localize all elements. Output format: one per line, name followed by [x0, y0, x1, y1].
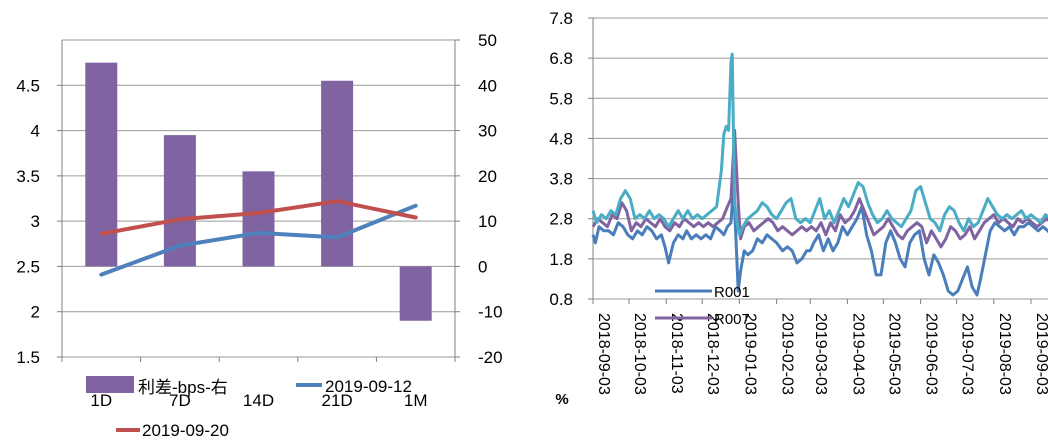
- left-y-tick-label: 4.5: [16, 76, 40, 95]
- y-axis-label: %: [555, 391, 568, 408]
- y-tick-label: 4.8: [549, 129, 573, 148]
- y-tick-label: 5.8: [549, 89, 573, 108]
- x-tick-label: 2019-08-03: [996, 313, 1013, 395]
- left-y-tick-label: 3.5: [16, 167, 40, 186]
- x-tick-label: 2018-12-03: [704, 313, 721, 395]
- legend-swatch-bar: [86, 376, 134, 393]
- left-y-tick-label: 2.5: [16, 257, 40, 276]
- right-y-tick-label: 10: [478, 212, 497, 231]
- left-y-tick-label: 2: [31, 303, 40, 322]
- y-tick-label: 0.8: [549, 290, 573, 309]
- series-line: [591, 185, 1048, 297]
- legend-label-bar: 利差-bps-右: [138, 378, 228, 397]
- x-tick-label: 2019-07-03: [959, 313, 976, 395]
- legend-label-line: R001: [714, 284, 750, 301]
- series-line: [99, 199, 418, 236]
- y-tick-label: 7.8: [549, 9, 573, 28]
- x-tick-label: 2018-11-03: [668, 313, 685, 394]
- x-tick-label: 2018-09-03: [595, 313, 612, 395]
- right-y-tick-label: 0: [478, 257, 487, 276]
- right-y-tick-label: 40: [478, 76, 497, 95]
- bar: [242, 171, 275, 267]
- x-tick-label: 7D: [169, 391, 191, 410]
- y-tick-label: 6.8: [549, 49, 573, 68]
- left-y-tick-label: 4: [31, 122, 40, 141]
- series-line: [591, 128, 1048, 249]
- x-tick-label: 2019-05-03: [885, 313, 902, 395]
- x-tick-label: 2019-06-03: [923, 313, 940, 395]
- y-tick-label: 1.8: [549, 250, 573, 269]
- x-tick-label: 14D: [243, 391, 274, 410]
- x-tick-label: 2019-04-03: [849, 313, 866, 395]
- x-tick-label: 1M: [404, 391, 428, 410]
- right-chart: 0.8 1.8 2.8 3.8 4.8 5.8 6.8 7.8 2018-09-03 2018-1…: [549, 9, 1048, 408]
- legend-label-line: R007: [714, 311, 750, 328]
- x-tick-label: 2019-03-03: [812, 313, 829, 395]
- left-y-tick-label: 1.5: [16, 348, 40, 367]
- x-tick-label: 2018-10-03: [631, 313, 648, 395]
- right-y-tick-label: -20: [478, 348, 503, 367]
- y-tick-label: 2.8: [549, 210, 573, 229]
- x-tick-label: 21D: [322, 391, 353, 410]
- right-y-tick-label: 50: [478, 31, 497, 50]
- left-chart: 1.5 2 2.5 3 3.5 4 4.5 -20 -10 0 10 20 30 40 50 1D 7D 14D 2…: [16, 31, 502, 440]
- right-y-tick-label: 20: [478, 167, 497, 186]
- y-tick-label: 3.8: [549, 170, 573, 189]
- x-tick-label: 2019-02-03: [779, 313, 796, 395]
- series-line: [99, 203, 418, 277]
- bar: [85, 62, 118, 267]
- left-y-tick-label: 3: [31, 212, 40, 231]
- bar: [399, 266, 432, 321]
- right-y-tick-label: 30: [478, 122, 497, 141]
- legend-label-line: 2019-09-12: [325, 377, 412, 396]
- series-line: [591, 52, 1048, 237]
- x-tick-label: 2019-01-03: [741, 313, 758, 395]
- legend-label-line: 2019-09-20: [142, 421, 229, 440]
- x-tick-label: 2019-09-03: [1033, 313, 1048, 395]
- x-tick-label: 1D: [90, 391, 112, 410]
- right-y-tick-label: -10: [478, 303, 503, 322]
